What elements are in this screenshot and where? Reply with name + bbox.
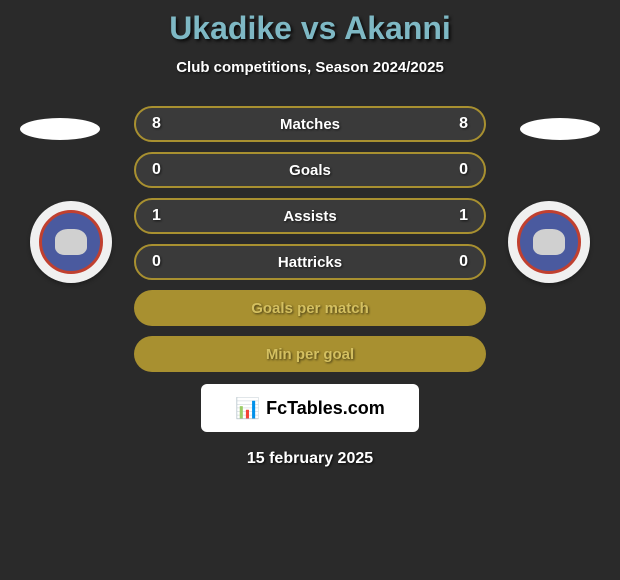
stat-label: Min per goal bbox=[266, 346, 354, 363]
club-logo-outer-right bbox=[508, 201, 590, 283]
stat-row-assists: 1 Assists 1 bbox=[134, 198, 486, 234]
club-logo-left bbox=[30, 201, 112, 283]
stat-row-min-per-goal: Min per goal bbox=[134, 336, 486, 372]
date-text: 15 february 2025 bbox=[0, 450, 620, 468]
stat-value-left: 1 bbox=[152, 207, 172, 225]
elephant-icon bbox=[533, 229, 565, 255]
stat-value-left: 8 bbox=[152, 115, 172, 133]
stat-value-right: 8 bbox=[448, 115, 468, 133]
club-logo-inner-left bbox=[39, 210, 103, 274]
main-area: 8 Matches 8 0 Goals 0 1 Assists 1 0 Hatt… bbox=[0, 106, 620, 468]
comparison-container: Ukadike vs Akanni Club competitions, Sea… bbox=[0, 0, 620, 468]
chart-icon: 📊 bbox=[235, 396, 260, 421]
stats-column: 8 Matches 8 0 Goals 0 1 Assists 1 0 Hatt… bbox=[134, 106, 486, 372]
player-badge-left bbox=[20, 118, 100, 140]
stat-row-goals: 0 Goals 0 bbox=[134, 152, 486, 188]
branding-text: FcTables.com bbox=[266, 398, 385, 419]
stat-value-left: 0 bbox=[152, 253, 172, 271]
elephant-icon bbox=[55, 229, 87, 255]
stat-label: Matches bbox=[280, 116, 340, 133]
stat-label: Goals bbox=[289, 162, 331, 179]
stat-row-goals-per-match: Goals per match bbox=[134, 290, 486, 326]
stat-label: Goals per match bbox=[251, 300, 369, 317]
club-logo-outer-left bbox=[30, 201, 112, 283]
stat-label: Hattricks bbox=[278, 254, 342, 271]
stat-value-right: 0 bbox=[448, 161, 468, 179]
stat-row-hattricks: 0 Hattricks 0 bbox=[134, 244, 486, 280]
stat-value-left: 0 bbox=[152, 161, 172, 179]
club-logo-inner-right bbox=[517, 210, 581, 274]
stat-label: Assists bbox=[283, 208, 336, 225]
stat-row-matches: 8 Matches 8 bbox=[134, 106, 486, 142]
player-badge-right bbox=[520, 118, 600, 140]
stat-value-right: 1 bbox=[448, 207, 468, 225]
stat-value-right: 0 bbox=[448, 253, 468, 271]
subtitle: Club competitions, Season 2024/2025 bbox=[0, 59, 620, 76]
page-title: Ukadike vs Akanni bbox=[0, 10, 620, 47]
branding-box[interactable]: 📊 FcTables.com bbox=[201, 384, 419, 432]
club-logo-right bbox=[508, 201, 590, 283]
